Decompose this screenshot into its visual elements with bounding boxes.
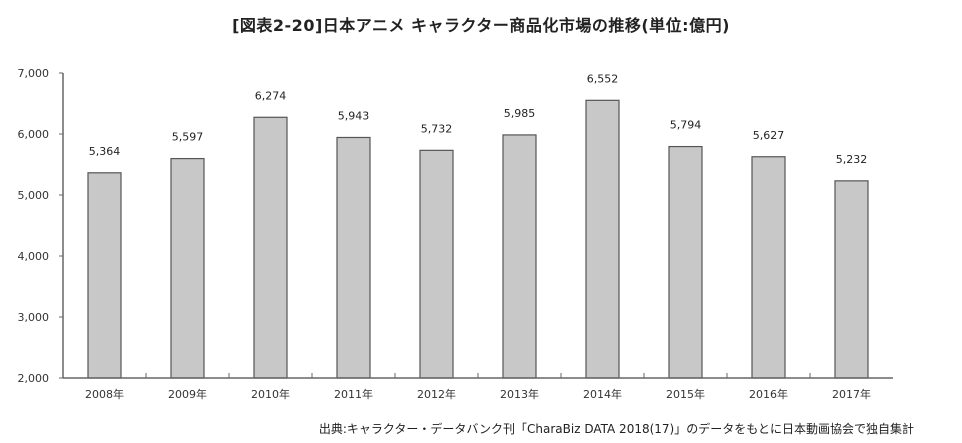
data-label: 5,985: [504, 107, 536, 120]
x-tick-label: 2010年: [251, 387, 290, 401]
data-label: 6,552: [587, 72, 619, 85]
x-tick-label: 2014年: [583, 387, 622, 401]
bar: [336, 136, 371, 379]
y-tick-label: 6,000: [18, 128, 50, 141]
bar: [834, 180, 869, 379]
y-tick-label: 3,000: [18, 311, 50, 324]
x-axis: 2008年 2009年 2010年 2011年 2012年 2013年 2014年 2015年…: [63, 373, 893, 401]
bar: [419, 149, 454, 379]
y-tick-label: 2,000: [18, 372, 50, 385]
data-label: 5,732: [421, 122, 453, 135]
y-tick-label: 7,000: [18, 67, 50, 80]
x-tick-label: 2017年: [832, 387, 871, 401]
x-tick-label: 2009年: [168, 387, 207, 401]
data-label: 5,627: [753, 129, 785, 142]
bar: [253, 116, 288, 379]
bars: 5,364 5,597 6,274 5,943 5,732 5,985 6,552 5,794…: [87, 72, 869, 379]
x-tick-label: 2015年: [666, 387, 705, 401]
bar: [668, 145, 703, 379]
bar: [751, 156, 786, 379]
data-label: 6,274: [255, 89, 287, 102]
x-tick-label: 2013年: [500, 387, 539, 401]
data-label: 5,597: [172, 131, 204, 144]
y-axis: 2,000 3,000 4,000 5,000 6,000 7,000: [18, 67, 64, 385]
bar: [87, 172, 122, 379]
x-tick-label: 2012年: [417, 387, 456, 401]
data-label: 5,943: [338, 109, 370, 122]
bar: [585, 99, 620, 379]
bar: [170, 157, 205, 379]
y-tick-label: 5,000: [18, 189, 50, 202]
chart-title: [図表2-20]日本アニメ キャラクター商品化市場の推移(単位:億円): [232, 16, 730, 35]
x-tick-label: 2011年: [334, 387, 373, 401]
x-tick-label: 2008年: [85, 387, 124, 401]
data-label: 5,232: [836, 153, 868, 166]
x-tick-label: 2016年: [749, 387, 788, 401]
data-label: 5,364: [89, 145, 121, 158]
y-tick-label: 4,000: [18, 250, 50, 263]
data-label: 5,794: [670, 119, 702, 132]
bar: [502, 134, 537, 379]
source-note: 出典:キャラクター・データバンク刊「CharaBiz DATA 2018(17)…: [318, 422, 914, 436]
